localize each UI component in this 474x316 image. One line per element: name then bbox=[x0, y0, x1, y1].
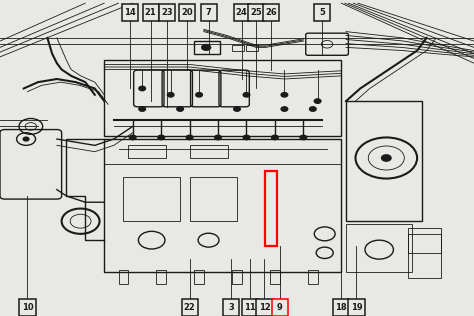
Bar bbox=[190, 177, 237, 221]
FancyBboxPatch shape bbox=[201, 4, 217, 21]
Text: 20: 20 bbox=[182, 8, 193, 17]
Bar bbox=[190, 145, 228, 158]
Circle shape bbox=[314, 99, 321, 103]
Bar bbox=[104, 139, 341, 272]
Bar bbox=[408, 234, 441, 253]
Circle shape bbox=[382, 155, 391, 161]
Bar bbox=[308, 270, 318, 284]
FancyBboxPatch shape bbox=[248, 4, 264, 21]
Bar bbox=[232, 270, 242, 284]
FancyBboxPatch shape bbox=[348, 299, 365, 316]
Circle shape bbox=[300, 135, 307, 140]
Circle shape bbox=[196, 93, 202, 97]
Circle shape bbox=[129, 135, 136, 140]
Circle shape bbox=[177, 107, 183, 111]
Bar bbox=[156, 270, 166, 284]
FancyBboxPatch shape bbox=[179, 4, 195, 21]
Text: 25: 25 bbox=[250, 8, 262, 17]
FancyBboxPatch shape bbox=[242, 299, 258, 316]
Text: 7: 7 bbox=[206, 8, 211, 17]
Circle shape bbox=[281, 107, 288, 111]
Text: 9: 9 bbox=[277, 303, 283, 312]
FancyBboxPatch shape bbox=[19, 299, 36, 316]
Bar bbox=[346, 101, 422, 221]
Circle shape bbox=[281, 93, 288, 97]
Text: 26: 26 bbox=[265, 8, 277, 17]
Bar bbox=[194, 41, 220, 54]
Circle shape bbox=[243, 93, 250, 97]
FancyBboxPatch shape bbox=[234, 4, 250, 21]
Bar bbox=[194, 270, 204, 284]
Text: 5: 5 bbox=[319, 8, 325, 17]
Circle shape bbox=[186, 135, 193, 140]
Circle shape bbox=[139, 86, 146, 91]
Circle shape bbox=[201, 44, 211, 51]
FancyBboxPatch shape bbox=[122, 4, 138, 21]
Text: 10: 10 bbox=[22, 303, 33, 312]
Bar bbox=[104, 60, 341, 136]
Circle shape bbox=[310, 107, 316, 111]
Circle shape bbox=[23, 137, 29, 141]
Circle shape bbox=[167, 93, 174, 97]
Circle shape bbox=[234, 107, 240, 111]
FancyBboxPatch shape bbox=[263, 4, 279, 21]
Bar bbox=[265, 171, 277, 246]
FancyBboxPatch shape bbox=[182, 299, 198, 316]
Bar bbox=[270, 270, 280, 284]
Text: 24: 24 bbox=[236, 8, 247, 17]
FancyBboxPatch shape bbox=[314, 4, 330, 21]
FancyBboxPatch shape bbox=[159, 4, 175, 21]
Text: 18: 18 bbox=[336, 303, 347, 312]
FancyBboxPatch shape bbox=[256, 299, 273, 316]
FancyBboxPatch shape bbox=[223, 299, 239, 316]
Text: 3: 3 bbox=[228, 303, 234, 312]
Circle shape bbox=[215, 135, 221, 140]
Text: 12: 12 bbox=[259, 303, 270, 312]
Bar bbox=[123, 177, 180, 221]
Bar bbox=[128, 145, 166, 158]
Bar bbox=[346, 224, 412, 272]
FancyBboxPatch shape bbox=[272, 299, 288, 316]
Circle shape bbox=[243, 135, 250, 140]
FancyBboxPatch shape bbox=[143, 4, 159, 21]
Text: 21: 21 bbox=[145, 8, 156, 17]
FancyBboxPatch shape bbox=[333, 299, 349, 316]
Text: 14: 14 bbox=[125, 8, 136, 17]
Text: 23: 23 bbox=[161, 8, 173, 17]
Circle shape bbox=[272, 135, 278, 140]
Text: 22: 22 bbox=[184, 303, 195, 312]
Text: 11: 11 bbox=[245, 303, 256, 312]
Circle shape bbox=[139, 107, 146, 111]
Bar bbox=[246, 45, 258, 51]
Bar bbox=[232, 45, 244, 51]
Text: 19: 19 bbox=[351, 303, 362, 312]
Bar bbox=[118, 270, 128, 284]
Circle shape bbox=[158, 135, 164, 140]
Bar bbox=[408, 228, 441, 278]
